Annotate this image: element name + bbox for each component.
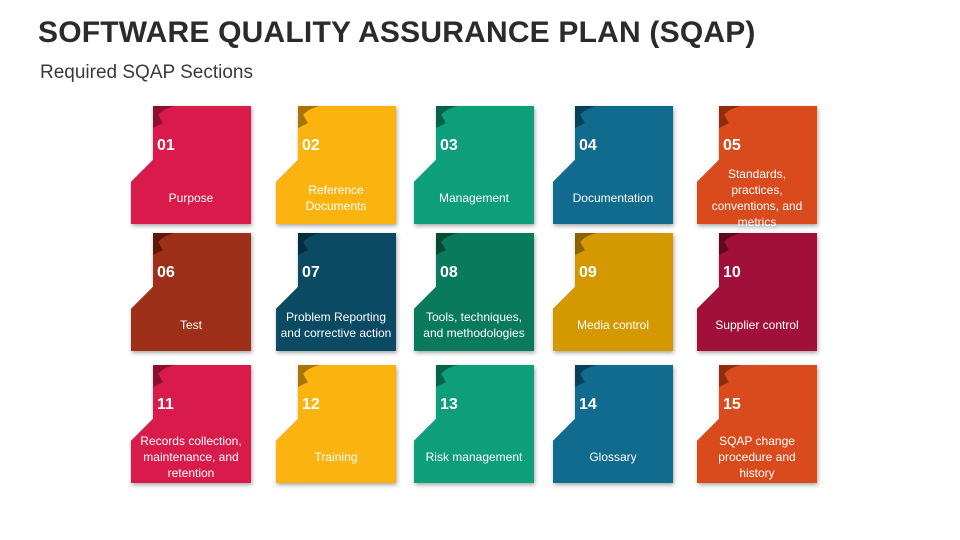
card-corner-curl bbox=[153, 233, 175, 255]
card-flap bbox=[276, 233, 342, 309]
section-number: 08 bbox=[440, 264, 458, 281]
section-number: 13 bbox=[440, 396, 458, 413]
card-shape bbox=[553, 365, 673, 483]
card-flap bbox=[414, 233, 480, 309]
card-flap bbox=[697, 233, 763, 309]
card-shape bbox=[553, 233, 673, 351]
card-flap bbox=[553, 106, 619, 182]
section-number: 14 bbox=[579, 396, 597, 413]
section-card-05: 05 Standards, practices, conventions, and… bbox=[697, 106, 817, 229]
card-shape bbox=[414, 106, 534, 224]
card-flap bbox=[553, 233, 619, 309]
section-number: 07 bbox=[302, 264, 320, 281]
card-flap bbox=[697, 365, 763, 441]
card-corner-curl bbox=[575, 233, 597, 255]
card-flap bbox=[414, 365, 480, 441]
card-flap bbox=[131, 106, 197, 182]
section-card-12: 12 Training bbox=[276, 365, 396, 483]
section-number: 06 bbox=[157, 264, 175, 281]
section-label: Purpose bbox=[168, 191, 214, 205]
card-shape bbox=[697, 106, 817, 224]
section-card-10: 10 Supplier control bbox=[697, 233, 817, 351]
section-number: 10 bbox=[723, 264, 741, 281]
card-shape bbox=[553, 106, 673, 224]
card-corner-curl bbox=[575, 106, 597, 128]
section-label: Tools, techniques, and methodologies bbox=[423, 310, 525, 340]
page-title: SOFTWARE QUALITY ASSURANCE PLAN (SQAP) bbox=[38, 16, 756, 49]
card-corner-curl bbox=[719, 233, 741, 255]
card-flap bbox=[131, 233, 197, 309]
card-corner-curl bbox=[298, 106, 320, 128]
card-shape bbox=[131, 365, 251, 483]
card-shape bbox=[414, 365, 534, 483]
card-corner-curl bbox=[153, 365, 175, 387]
section-label: Glossary bbox=[589, 450, 637, 464]
section-label: Test bbox=[179, 318, 202, 332]
section-card-01: 01 Purpose bbox=[131, 106, 251, 224]
card-shape bbox=[414, 233, 534, 351]
card-shape bbox=[131, 233, 251, 351]
card-flap bbox=[697, 106, 763, 182]
section-card-09: 09 Media control bbox=[553, 233, 673, 351]
section-card-03: 03 Management bbox=[414, 106, 534, 224]
section-number: 12 bbox=[302, 396, 320, 413]
section-card-06: 06 Test bbox=[131, 233, 251, 351]
card-corner-curl bbox=[719, 106, 741, 128]
section-card-14: 14 Glossary bbox=[553, 365, 673, 483]
section-label: Management bbox=[438, 191, 510, 205]
card-shape bbox=[697, 233, 817, 351]
section-card-07: 07 Problem Reporting and corrective actio… bbox=[276, 233, 396, 351]
section-label: Reference Documents bbox=[305, 183, 367, 213]
card-corner-curl bbox=[153, 106, 175, 128]
card-shape bbox=[276, 233, 396, 351]
section-label: Problem Reporting and corrective action bbox=[280, 310, 392, 340]
card-shape bbox=[131, 106, 251, 224]
card-shape bbox=[276, 365, 396, 483]
card-corner-curl bbox=[719, 365, 741, 387]
card-flap bbox=[131, 365, 197, 441]
section-label: Media control bbox=[576, 318, 650, 332]
section-number: 04 bbox=[579, 137, 597, 154]
section-label: Training bbox=[314, 450, 358, 464]
section-number: 11 bbox=[157, 396, 174, 413]
section-card-13: 13 Risk management bbox=[414, 365, 534, 483]
card-corner-curl bbox=[575, 365, 597, 387]
section-label: SQAP change procedure and history bbox=[718, 434, 796, 480]
section-label: Risk management bbox=[425, 450, 523, 464]
section-card-08: 08 Tools, techniques, and methodologies bbox=[414, 233, 534, 351]
section-label: Documentation bbox=[572, 191, 654, 205]
card-shape bbox=[276, 106, 396, 224]
card-flap bbox=[553, 365, 619, 441]
card-flap bbox=[276, 106, 342, 182]
section-number: 01 bbox=[157, 137, 175, 154]
section-number: 05 bbox=[723, 137, 741, 154]
card-corner-curl bbox=[436, 233, 458, 255]
section-number: 03 bbox=[440, 137, 458, 154]
section-card-15: 15 SQAP change procedure and history bbox=[697, 365, 817, 483]
section-label: Supplier control bbox=[715, 318, 799, 332]
section-number: 15 bbox=[723, 396, 741, 413]
card-corner-curl bbox=[298, 233, 320, 255]
card-shape bbox=[697, 365, 817, 483]
card-corner-curl bbox=[436, 365, 458, 387]
card-corner-curl bbox=[436, 106, 458, 128]
section-card-02: 02 Reference Documents bbox=[276, 106, 396, 224]
card-flap bbox=[276, 365, 342, 441]
card-flap bbox=[414, 106, 480, 182]
section-label: Standards, practices, conventions, and m… bbox=[711, 167, 803, 229]
section-card-04: 04 Documentation bbox=[553, 106, 673, 224]
section-label: Records collection, maintenance, and ret… bbox=[140, 434, 242, 480]
section-number: 02 bbox=[302, 137, 320, 154]
card-corner-curl bbox=[298, 365, 320, 387]
section-number: 09 bbox=[579, 264, 597, 281]
page-subtitle: Required SQAP Sections bbox=[40, 62, 253, 83]
section-card-11: 11 Records collection, maintenance, and r… bbox=[131, 365, 251, 483]
